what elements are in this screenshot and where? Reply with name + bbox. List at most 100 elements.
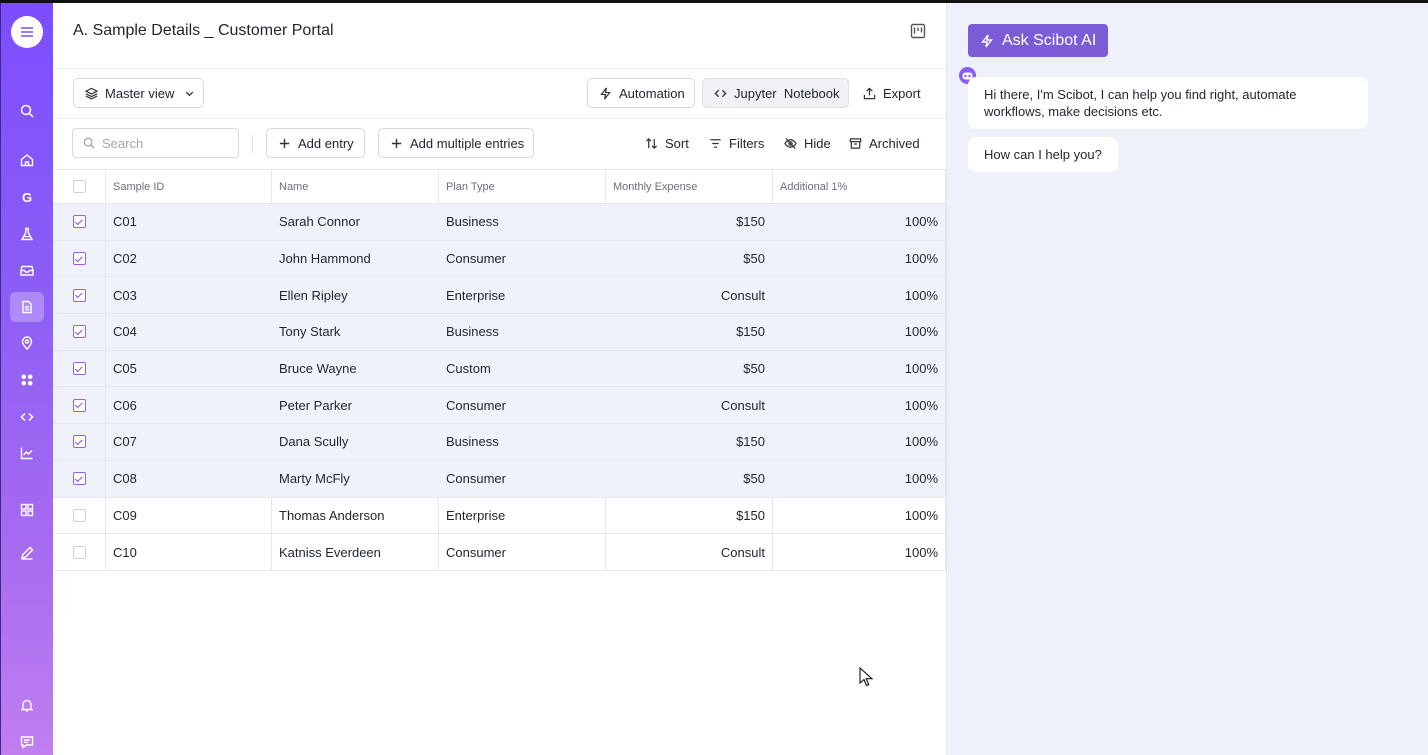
export-button[interactable]: Export xyxy=(857,78,927,108)
name-cell[interactable]: Dana Scully xyxy=(272,424,439,460)
sidebar-item-documents[interactable] xyxy=(10,292,44,322)
additional-cell[interactable]: 100% xyxy=(773,240,946,277)
name-cell[interactable]: Katniss Everdeen xyxy=(272,534,439,570)
sidebar-item-messages[interactable] xyxy=(10,727,44,755)
jupyter-notebook-button[interactable]: Jupyter Notebook xyxy=(702,78,849,108)
additional-cell[interactable]: 100% xyxy=(773,277,946,314)
sample-id-cell[interactable]: C03 xyxy=(106,277,272,314)
table-row[interactable]: C04 Tony Stark Business $150 100% xyxy=(53,314,946,351)
row-checkbox[interactable] xyxy=(72,435,86,449)
row-checkbox[interactable] xyxy=(72,545,86,559)
monthly-expense-cell[interactable]: $50 xyxy=(606,240,773,277)
name-cell[interactable]: Thomas Anderson xyxy=(272,497,439,534)
sidebar-item-locations[interactable] xyxy=(10,328,44,358)
sidebar-item-grid[interactable] xyxy=(10,495,44,525)
plan-type-cell[interactable]: Consumer xyxy=(439,460,606,497)
sample-id-cell[interactable]: C09 xyxy=(106,497,272,534)
plan-type-cell[interactable]: Consumer xyxy=(439,534,606,570)
plan-type-cell[interactable]: Enterprise xyxy=(439,277,606,314)
sample-id-cell[interactable]: C05 xyxy=(106,350,272,387)
plan-type-cell[interactable]: Business xyxy=(439,424,606,460)
name-cell[interactable]: Bruce Wayne xyxy=(272,350,439,387)
sidebar-item-inbox[interactable] xyxy=(10,255,44,285)
additional-cell[interactable]: 100% xyxy=(773,314,946,350)
table-row[interactable]: C08 Marty McFly Consumer $50 100% xyxy=(53,460,946,498)
view-selector[interactable]: Master view xyxy=(73,78,204,108)
column-header[interactable]: Name xyxy=(272,170,439,203)
row-checkbox[interactable] xyxy=(72,325,86,339)
name-cell[interactable]: Peter Parker xyxy=(272,387,439,424)
row-checkbox[interactable] xyxy=(72,472,86,486)
row-checkbox[interactable] xyxy=(72,398,86,412)
additional-cell[interactable]: 100% xyxy=(773,350,946,387)
plan-type-cell[interactable]: Business xyxy=(439,204,606,240)
sample-id-cell[interactable]: C06 xyxy=(106,387,272,424)
table-row[interactable]: C01 Sarah Connor Business $150 100% xyxy=(53,204,946,241)
monthly-expense-cell[interactable]: $50 xyxy=(606,460,773,497)
additional-cell[interactable]: 100% xyxy=(773,460,946,497)
row-checkbox[interactable] xyxy=(72,362,86,376)
plan-type-cell[interactable]: Custom xyxy=(439,350,606,387)
sample-id-cell[interactable]: C02 xyxy=(106,240,272,277)
column-header[interactable]: Monthly Expense xyxy=(606,170,773,203)
plan-type-cell[interactable]: Business xyxy=(439,314,606,350)
row-checkbox[interactable] xyxy=(72,508,86,522)
monthly-expense-cell[interactable]: Consult xyxy=(606,387,773,424)
sidebar-item-lab[interactable] xyxy=(10,219,44,249)
sidebar-item-apps[interactable] xyxy=(10,365,44,395)
column-header[interactable]: Plan Type xyxy=(439,170,606,203)
hide-button[interactable]: Hide xyxy=(778,128,837,158)
sidebar-item-notifications[interactable] xyxy=(10,690,44,720)
monthly-expense-cell[interactable]: Consult xyxy=(606,277,773,314)
table-row[interactable]: C03 Ellen Ripley Enterprise Consult 100% xyxy=(53,277,946,315)
monthly-expense-cell[interactable]: $50 xyxy=(606,350,773,387)
column-header[interactable]: Sample ID xyxy=(106,170,272,203)
monthly-expense-cell[interactable]: $150 xyxy=(606,497,773,534)
automation-button[interactable]: Automation xyxy=(587,78,695,108)
add-multiple-entries-button[interactable]: Add multiple entries xyxy=(378,128,534,158)
monthly-expense-cell[interactable]: $150 xyxy=(606,314,773,350)
sort-button[interactable]: Sort xyxy=(639,128,695,158)
additional-cell[interactable]: 100% xyxy=(773,424,946,460)
row-checkbox[interactable] xyxy=(72,288,86,302)
archived-button[interactable]: Archived xyxy=(843,128,926,158)
filters-button[interactable]: Filters xyxy=(703,128,770,158)
sidebar-item-search[interactable] xyxy=(10,96,44,126)
search-input[interactable] xyxy=(102,135,222,151)
ask-scibot-button[interactable]: Ask Scibot AI xyxy=(968,24,1109,57)
add-entry-button[interactable]: Add entry xyxy=(266,128,365,158)
additional-cell[interactable]: 100% xyxy=(773,534,946,570)
name-cell[interactable]: Ellen Ripley xyxy=(272,277,439,314)
row-checkbox[interactable] xyxy=(72,215,86,229)
sidebar-item-code[interactable] xyxy=(10,402,44,432)
monthly-expense-cell[interactable]: $150 xyxy=(606,204,773,240)
additional-cell[interactable]: 100% xyxy=(773,204,946,240)
plan-type-cell[interactable]: Consumer xyxy=(439,387,606,424)
monthly-expense-cell[interactable]: Consult xyxy=(606,534,773,570)
table-row[interactable]: C07 Dana Scully Business $150 100% xyxy=(53,424,946,461)
sidebar-item-analytics[interactable] xyxy=(10,438,44,468)
sidebar-item-g[interactable]: G xyxy=(10,182,44,212)
sample-id-cell[interactable]: C08 xyxy=(106,460,272,497)
monthly-expense-cell[interactable]: $150 xyxy=(606,424,773,460)
name-cell[interactable]: Tony Stark xyxy=(272,314,439,350)
sample-id-cell[interactable]: C07 xyxy=(106,424,272,460)
additional-cell[interactable]: 100% xyxy=(773,497,946,534)
sample-id-cell[interactable]: C01 xyxy=(106,204,272,240)
table-row[interactable]: C02 John Hammond Consumer $50 100% xyxy=(53,240,946,278)
sample-id-cell[interactable]: C04 xyxy=(106,314,272,350)
name-cell[interactable]: John Hammond xyxy=(272,240,439,277)
table-row[interactable]: C05 Bruce Wayne Custom $50 100% xyxy=(53,350,946,388)
select-all-checkbox[interactable] xyxy=(72,180,86,193)
name-cell[interactable]: Sarah Connor xyxy=(272,204,439,240)
sample-id-cell[interactable]: C10 xyxy=(106,534,272,570)
sidebar-item-home[interactable] xyxy=(10,145,44,175)
sidebar-item-edit[interactable] xyxy=(10,538,44,568)
plan-type-cell[interactable]: Enterprise xyxy=(439,497,606,534)
column-header[interactable]: Additional 1% xyxy=(773,170,946,203)
plan-type-cell[interactable]: Consumer xyxy=(439,240,606,277)
row-checkbox[interactable] xyxy=(72,252,86,266)
table-row[interactable]: C09 Thomas Anderson Enterprise $150 100% xyxy=(53,497,946,535)
name-cell[interactable]: Marty McFly xyxy=(272,460,439,497)
board-view-icon[interactable] xyxy=(910,23,926,39)
